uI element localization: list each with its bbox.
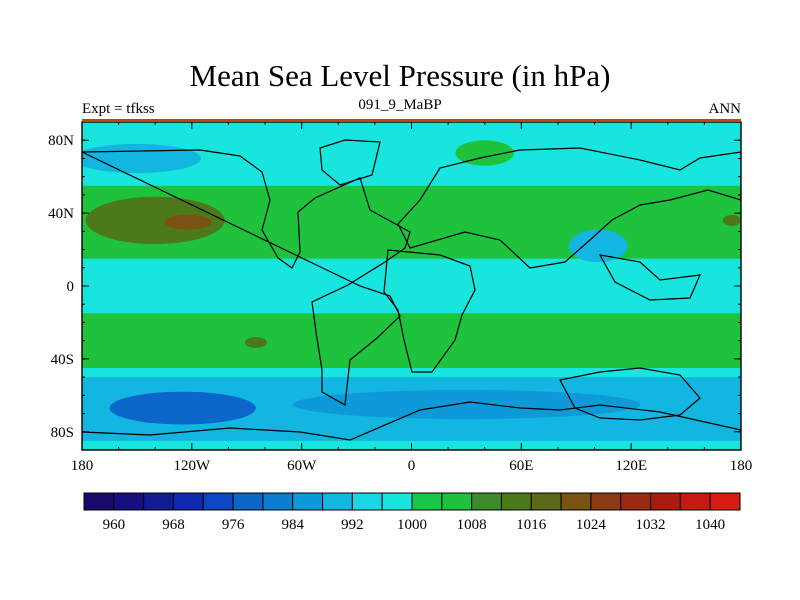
colorbar-swatch-8 [322, 492, 353, 511]
axis-ticks [81, 122, 742, 450]
pressure-band-2 [82, 313, 741, 368]
coastline-greenland [319, 139, 381, 186]
subtitle-center: 091_9_MaBP [358, 97, 442, 113]
colorbar-swatch-20 [679, 492, 711, 511]
colorbar-swatch-6 [262, 492, 294, 511]
colorbar-label-4: 992 [341, 517, 364, 533]
pressure-cell-6 [244, 337, 267, 348]
colorbar-swatch-14 [500, 492, 532, 511]
x-tick-label-5: 120E [615, 458, 647, 474]
colorbar-swatch-4 [202, 492, 234, 511]
coastline-africa [383, 249, 476, 373]
colorbar-swatch-10 [381, 492, 413, 511]
colorbar-swatch-11 [411, 492, 443, 511]
pressure-cell-8 [292, 389, 641, 420]
colorbar-label-2: 976 [222, 517, 245, 533]
x-tick-label-6: 180 [730, 458, 753, 474]
colorbar-swatch-7 [292, 492, 324, 511]
top-edge-strip [82, 119, 741, 122]
axis-labels: 180 120W 60W 0 60E 120E 180 80N 40N 0 40S 80S [48, 133, 752, 474]
colorbar-swatch-13 [471, 492, 502, 511]
coastline-australia [559, 367, 701, 421]
pressure-cell-3 [455, 140, 515, 166]
colorbar-swatch-5 [232, 492, 264, 511]
colorbar-label-6: 1008 [457, 517, 487, 533]
pressure-cell-7 [109, 391, 256, 425]
colorbar-swatch-19 [650, 492, 681, 511]
colorbar-label-3: 984 [281, 517, 304, 533]
colorbar-label-7: 1016 [516, 517, 547, 533]
colorbar-swatch-15 [530, 492, 562, 511]
subtitle-left: Expt = tfkss [82, 101, 155, 117]
x-tick-label-1: 120W [173, 458, 211, 474]
colorbar-label-10: 1040 [695, 517, 725, 533]
colorbar-swatch-2 [143, 492, 174, 511]
pressure-cell-0 [85, 196, 225, 245]
colorbar-swatch-0 [83, 492, 115, 511]
colorbar-swatch-18 [620, 492, 652, 511]
colorbar-label-9: 1032 [636, 517, 666, 533]
colorbar: 960 968 976 984 992 1000 1008 1016 1024 1032 1040 [83, 492, 741, 533]
chart-title: Mean Sea Level Pressure (in hPa) [189, 58, 611, 93]
field-layer [82, 122, 741, 450]
colorbar-swatch-1 [113, 492, 145, 511]
colorbar-swatch-16 [560, 492, 592, 511]
x-tick-label-3: 0 [408, 458, 416, 474]
y-tick-label-0: 80N [48, 133, 74, 149]
colorbar-swatch-3 [172, 492, 204, 511]
y-tick-label-4: 80S [51, 425, 74, 441]
colorbar-swatch-12 [441, 492, 473, 511]
y-tick-label-3: 40S [51, 352, 74, 368]
pressure-cell-4 [568, 229, 628, 263]
coastline-eurasia [397, 147, 741, 269]
pressure-cell-1 [164, 214, 212, 230]
x-tick-label-2: 60W [287, 458, 317, 474]
pressure-cell-2 [82, 143, 201, 174]
coastline-antarctica [82, 401, 741, 450]
y-tick-label-1: 40N [48, 206, 74, 222]
coastline-layer [82, 139, 741, 450]
colorbar-swatch-9 [351, 492, 383, 511]
x-tick-label-4: 60E [509, 458, 533, 474]
coastline-southeast-asia [598, 254, 701, 301]
colorbar-label-5: 1000 [397, 517, 427, 533]
subtitle-right: ANN [708, 101, 742, 117]
colorbar-swatch-21 [709, 492, 741, 511]
colorbar-swatch-17 [590, 492, 622, 511]
coastline-americas [82, 149, 411, 406]
colorbar-label-1: 968 [162, 517, 185, 533]
colorbar-label-0: 960 [103, 517, 126, 533]
y-tick-label-2: 0 [67, 279, 75, 295]
colorbar-label-8: 1024 [576, 517, 607, 533]
x-tick-label-0: 180 [71, 458, 94, 474]
pressure-cell-5 [722, 214, 741, 226]
